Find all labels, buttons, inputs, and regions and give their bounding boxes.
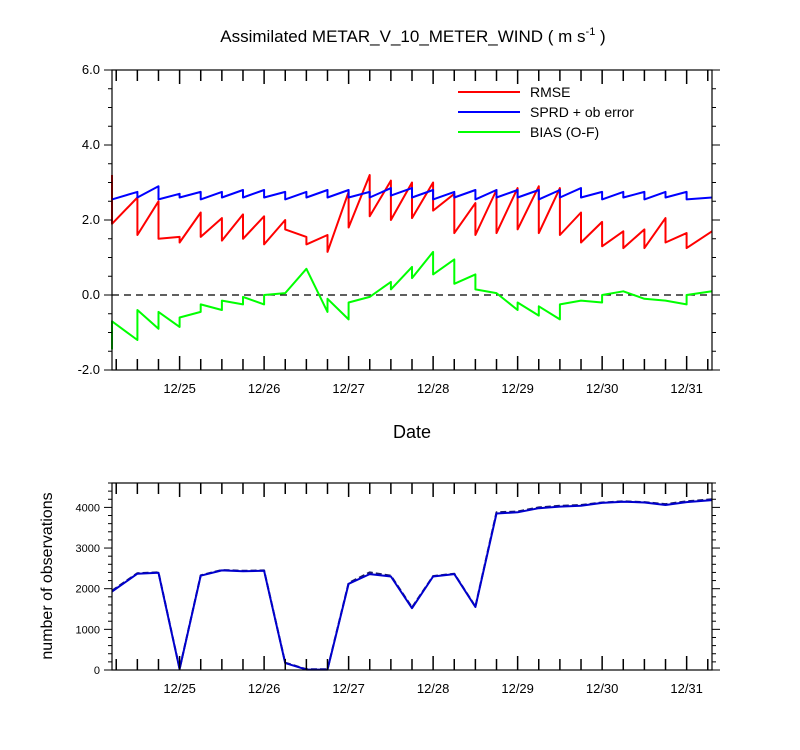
top-x-tick-labels: 12/25 12/26 12/27 12/28 12/29 12/30 12/31 <box>163 381 703 396</box>
series-line-rmse <box>111 174 713 253</box>
series-line-sprd-ob-error <box>111 185 713 201</box>
bottom-axis-ticks <box>104 482 720 671</box>
series-line-bias-o-f <box>111 250 713 350</box>
x-tick-label: 12/25 <box>163 381 196 396</box>
y-tick-label: 4000 <box>76 502 100 514</box>
x-tick-label: 12/28 <box>417 381 450 396</box>
series-line-used <box>111 499 713 671</box>
y-tick-label: -2.0 <box>78 362 100 377</box>
bottom-x-tick-labels: 12/25 12/26 12/27 12/28 12/29 12/30 12/31 <box>163 681 703 696</box>
x-tick-label: 12/30 <box>586 381 619 396</box>
top-y-tick-labels: -2.0 0.0 2.0 4.0 6.0 <box>78 62 100 377</box>
x-tick-label: 12/27 <box>332 681 365 696</box>
top-x-axis-label: Date <box>393 422 431 442</box>
legend-label: BIAS (O-F) <box>530 124 599 140</box>
x-tick-label: 12/30 <box>586 681 619 696</box>
x-tick-label: 12/26 <box>248 381 281 396</box>
x-tick-label: 12/25 <box>163 681 196 696</box>
bottom-series-layer <box>111 498 713 671</box>
x-tick-label: 12/29 <box>501 381 534 396</box>
top-axis-ticks <box>104 69 720 371</box>
series-line-possible <box>111 498 713 671</box>
x-tick-label: 12/27 <box>332 381 365 396</box>
y-tick-label: 6.0 <box>82 62 100 77</box>
y-tick-label: 1000 <box>76 624 100 636</box>
x-tick-label: 12/28 <box>417 681 450 696</box>
y-tick-label: 2.0 <box>82 212 100 227</box>
bottom-y-axis-label: number of observations <box>39 492 56 659</box>
rmse-spread-bias-panel: Assimilated METAR_V_10_METER_WIND ( m s-… <box>78 26 720 442</box>
legend-label: SPRD + ob error <box>530 104 634 120</box>
y-tick-label: 3000 <box>76 543 100 555</box>
y-tick-label: 2000 <box>76 584 100 596</box>
y-tick-label: 4.0 <box>82 137 100 152</box>
top-legend: RMSE SPRD + ob error BIAS (O-F) <box>458 84 634 140</box>
legend-label: RMSE <box>530 84 570 100</box>
x-tick-label: 12/26 <box>248 681 281 696</box>
bottom-y-tick-labels: 0 1000 2000 3000 4000 <box>76 502 100 677</box>
x-tick-label: 12/31 <box>670 381 703 396</box>
y-tick-label: 0 <box>94 665 100 677</box>
y-tick-label: 0.0 <box>82 287 100 302</box>
top-series-layer <box>111 174 713 350</box>
bottom-plot-frame <box>111 482 713 671</box>
x-tick-label: 12/29 <box>501 681 534 696</box>
top-chart-title: Assimilated METAR_V_10_METER_WIND ( m s-… <box>220 26 605 46</box>
x-tick-label: 12/31 <box>670 681 703 696</box>
